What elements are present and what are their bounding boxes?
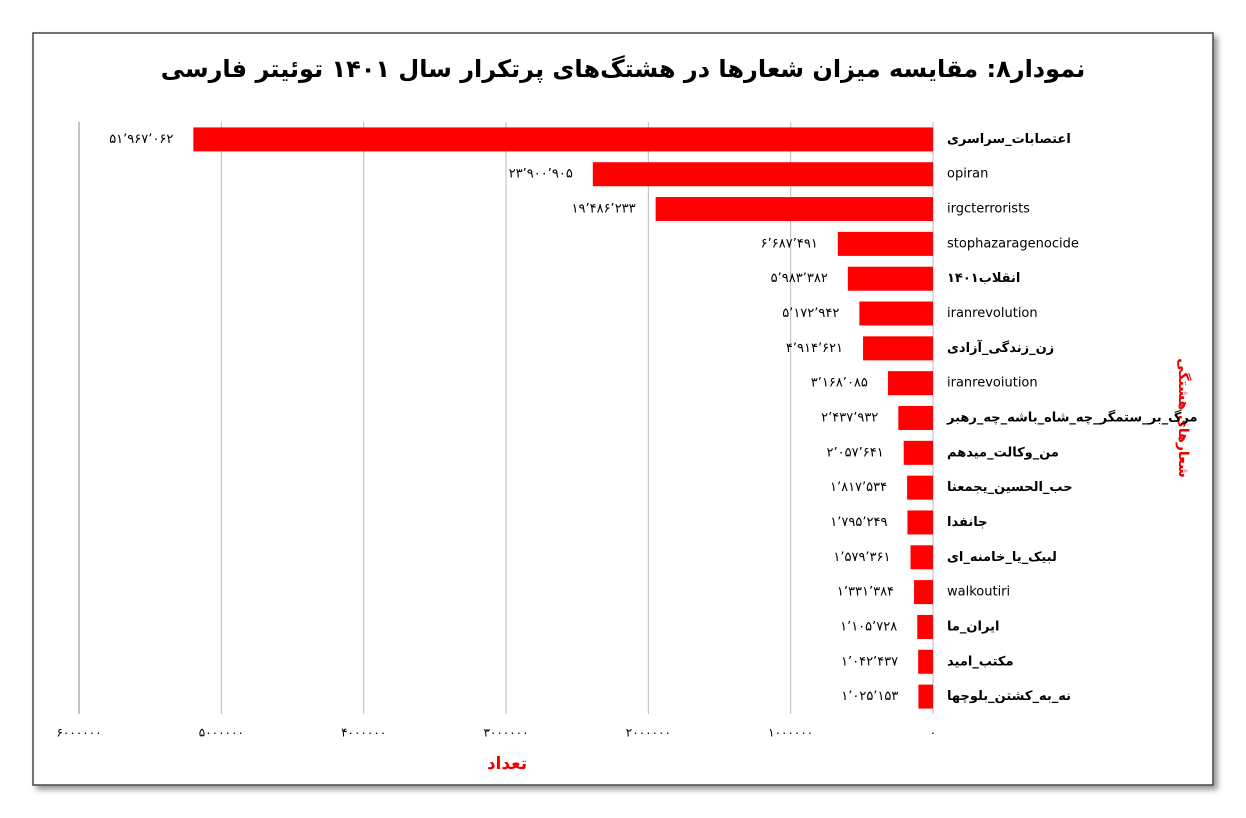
x-tick-label: ۰ (930, 726, 936, 740)
bar (863, 336, 933, 361)
value-label: ۲٬۰۵۷٬۶۴۱ (827, 445, 884, 460)
x-tick-label: ۱۰۰۰۰۰۰ (768, 726, 813, 740)
bar (592, 162, 933, 187)
value-label: ۴٬۹۱۴٬۶۲۱ (786, 341, 843, 356)
x-tick-label: ۳۰۰۰۰۰۰ (483, 726, 528, 740)
x-tick-label: ۴۰۰۰۰۰۰ (341, 726, 386, 740)
value-label: ۱۹٬۴۸۶٬۲۳۳ (572, 202, 636, 217)
y-tick-label: ایران_ما (947, 619, 999, 634)
y-tick-label: opiran (947, 167, 988, 182)
y-tick-label: زن_زندگی_آزادی (947, 339, 1054, 356)
y-tick-label: stophazaragenocide (947, 236, 1079, 251)
value-label: ۱٬۰۲۵٬۱۵۳ (841, 689, 898, 704)
value-label: ۳٬۱۶۸٬۰۸۵ (811, 376, 868, 391)
y-tick-label: مکتب_امید (947, 654, 1014, 669)
bar (917, 614, 933, 639)
bar (655, 197, 933, 222)
value-label: ۱٬۷۹۵٬۲۴۹ (830, 515, 887, 530)
value-label: ۱٬۳۳۱٬۳۸۴ (837, 585, 894, 600)
frame (32, 32, 1214, 786)
y-tick-label: iranrevolution (947, 306, 1038, 321)
value-label: ۵۱٬۹۶۷٬۰۶۲ (109, 132, 173, 147)
value-label: ۵٬۱۷۲٬۹۴۲ (782, 306, 839, 321)
y-tick-label: جانفدا (947, 515, 987, 530)
x-tick-label: ۲۰۰۰۰۰۰ (626, 726, 671, 740)
bar (847, 266, 933, 291)
y-tick-label: iranrevoiution (947, 376, 1038, 391)
bar (914, 580, 933, 605)
y-tick-label: irgcterrorists (947, 202, 1030, 217)
bar (918, 684, 933, 709)
y-tick-label: لبیک_یا_خامنه_ای (947, 550, 1057, 565)
bar (903, 440, 933, 465)
value-label: ۱٬۵۷۹٬۳۶۱ (833, 550, 890, 565)
y-tick-label: اعتصابات_سراسری (947, 132, 1071, 147)
x-tick-label: ۵۰۰۰۰۰۰ (199, 726, 244, 740)
bar (907, 475, 933, 500)
bar (837, 231, 933, 256)
y-tick-label: نه_به_کشتن_بلوچها (947, 689, 1071, 704)
y-axis-title: شعارهای هشتگی (1175, 358, 1192, 478)
x-axis-title: تعداد (487, 754, 527, 774)
bar (910, 545, 933, 570)
bar (918, 649, 933, 674)
x-tick-label: ۶۰۰۰۰۰۰ (56, 726, 101, 740)
bar (859, 301, 933, 326)
bar (907, 510, 933, 535)
bar (887, 371, 933, 396)
value-label: ۵٬۹۸۳٬۳۸۲ (771, 271, 828, 286)
chart-title: نمودار۸: مقایسه میزان شعارها در هشتگ‌های… (161, 55, 1086, 83)
value-label: ۱٬۰۴۲٬۴۳۷ (841, 654, 898, 669)
y-tick-label: walkoutiri (947, 585, 1010, 600)
value-label: ۱٬۸۱۷٬۵۳۴ (830, 480, 887, 495)
value-label: ۱٬۱۰۵٬۷۲۸ (840, 619, 897, 634)
y-tick-label: مرگ_بر_ستمگر_چه_شاه_باشه_چه_رهبر (946, 409, 1198, 426)
value-label: ۲٬۴۳۷٬۹۳۲ (821, 411, 878, 426)
y-tick-label: حب_الحسین_یجمعنا (947, 480, 1073, 495)
bar (898, 406, 933, 430)
y-tick-label: انقلاب۱۴۰۱ (947, 271, 1020, 286)
y-tick-label: من_وکالت_میدهم (947, 445, 1059, 460)
bar (193, 127, 934, 152)
value-label: ۲۳٬۹۰۰٬۹۰۵ (509, 167, 573, 182)
value-label: ۶٬۶۸۷٬۴۹۱ (761, 236, 818, 251)
